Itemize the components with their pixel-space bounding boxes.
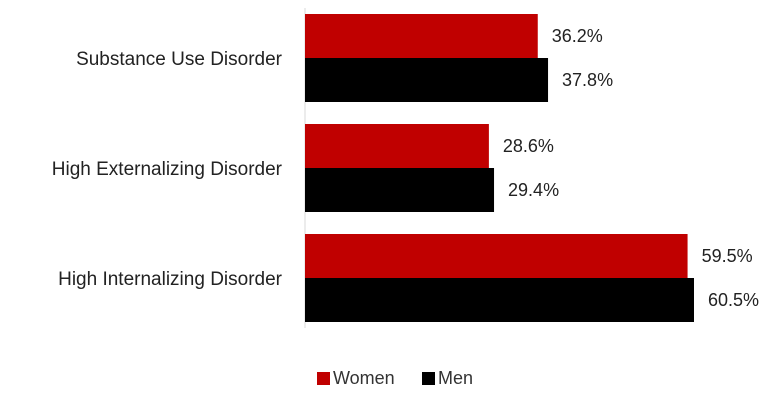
legend-swatch-men (422, 372, 435, 385)
bar-women (305, 234, 688, 278)
category-labels: Substance Use Disorder High Externalizing… (52, 49, 283, 290)
bar-men (305, 278, 694, 322)
legend: Women Men (317, 368, 473, 388)
data-label: 28.6% (503, 136, 554, 156)
legend-swatch-women (317, 372, 330, 385)
bar-women (305, 14, 538, 58)
legend-label: Men (438, 368, 473, 388)
category-label: High Externalizing Disorder (52, 159, 283, 180)
bars (305, 14, 694, 322)
data-label: 29.4% (508, 180, 559, 200)
data-label: 59.5% (702, 246, 753, 266)
category-label: Substance Use Disorder (76, 49, 283, 70)
data-label: 60.5% (708, 290, 759, 310)
bar-men (305, 58, 549, 102)
legend-label: Women (333, 368, 395, 388)
bar-men (305, 168, 495, 212)
value-labels: 36.2% 37.8% 28.6% 29.4% 59.5% 60.5% (503, 26, 759, 310)
category-label: High Internalizing Disorder (58, 269, 283, 290)
data-label: 36.2% (552, 26, 603, 46)
bar-women (305, 124, 489, 168)
data-label: 37.8% (562, 70, 613, 90)
